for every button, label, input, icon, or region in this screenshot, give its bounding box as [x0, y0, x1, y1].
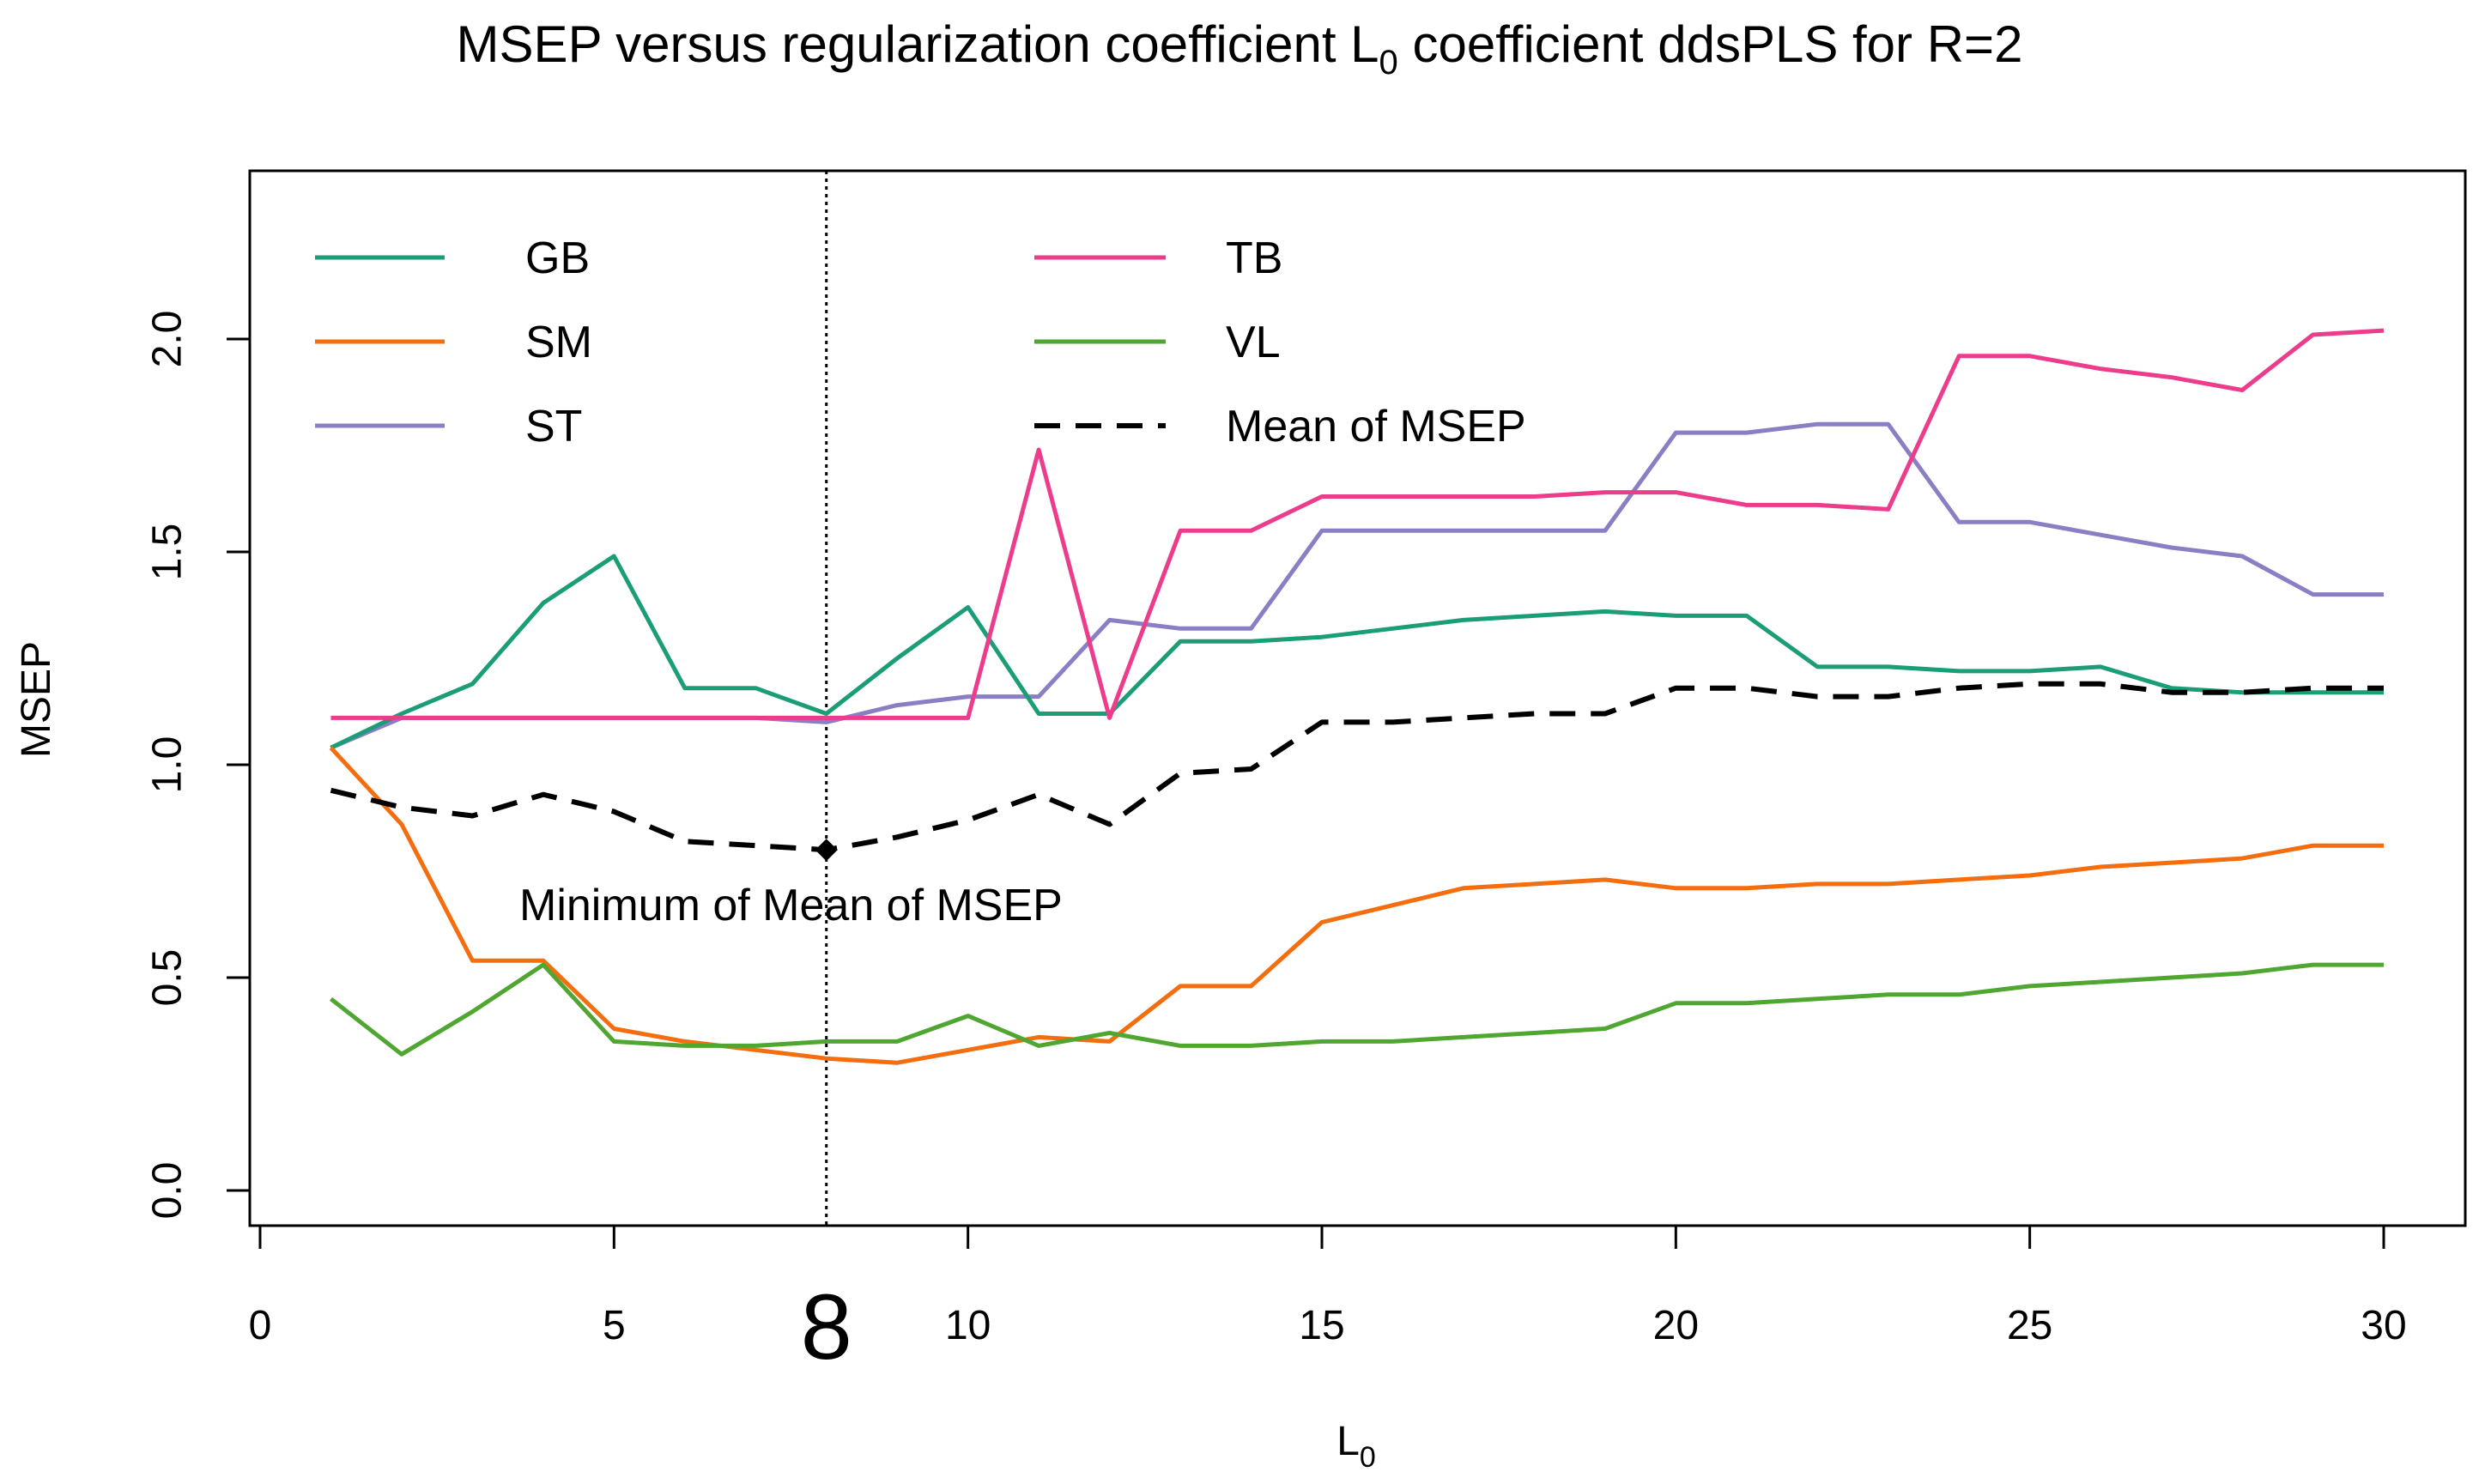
- x-tick-label: 5: [603, 1303, 626, 1348]
- legend-label: ST: [525, 402, 582, 451]
- series-line-gb: [330, 554, 2384, 750]
- legend-label: SM: [525, 318, 592, 367]
- series-line-st: [330, 421, 2384, 750]
- y-tick-label: 0.5: [145, 949, 191, 1007]
- legend-label: TB: [1226, 233, 1282, 283]
- x-tick-label: 15: [1299, 1303, 1344, 1348]
- chart-title-main: MSEP versus regularization coefficient L: [457, 15, 1379, 73]
- legend-label: Mean of MSEP: [1226, 402, 1526, 451]
- y-tick-label: 1.5: [145, 524, 191, 581]
- series-line-tb: [330, 328, 2385, 720]
- x-tick-label: 25: [2007, 1303, 2052, 1348]
- x-axis: 0 5 10 15 20 25 30 8: [249, 1224, 2407, 1378]
- y-axis: 0.0 0.5 1.0 1.5 2.0: [145, 311, 252, 1220]
- legend: GB SM ST TB VL Mean of MSEP: [315, 233, 1526, 451]
- series-layer: [329, 328, 2385, 1065]
- x-tick-label: 30: [2361, 1303, 2406, 1348]
- x-axis-label-main: L: [1336, 1419, 1360, 1464]
- x-axis-label-sub: 0: [1360, 1441, 1376, 1474]
- x-tick-label: 0: [249, 1303, 272, 1348]
- legend-label: GB: [525, 233, 590, 283]
- series-line-vl: [329, 962, 2384, 1057]
- legend-label: VL: [1226, 318, 1281, 367]
- y-tick-label: 2.0: [145, 311, 191, 368]
- x-axis-label: L0: [1336, 1419, 1376, 1474]
- series-line-mean-of-msep: [330, 681, 2384, 853]
- minimum-marker: [815, 839, 838, 862]
- y-axis-label: MSEP: [14, 641, 59, 758]
- x-tick-label: 20: [1653, 1303, 1699, 1348]
- chart-title-sub: 0: [1379, 44, 1398, 82]
- x-tick-label: 10: [945, 1303, 991, 1348]
- y-tick-label: 1.0: [145, 736, 191, 794]
- chart-title: MSEP versus regularization coefficient L…: [457, 15, 2023, 82]
- highlight-tick-label: 8: [801, 1275, 852, 1378]
- y-tick-label: 0.0: [145, 1162, 191, 1220]
- chart-title-rest: coefficient ddsPLS for R=2: [1398, 15, 2023, 73]
- series-line-sm: [329, 746, 2384, 1065]
- minimum-label: Minimum of Mean of MSEP: [519, 881, 1063, 930]
